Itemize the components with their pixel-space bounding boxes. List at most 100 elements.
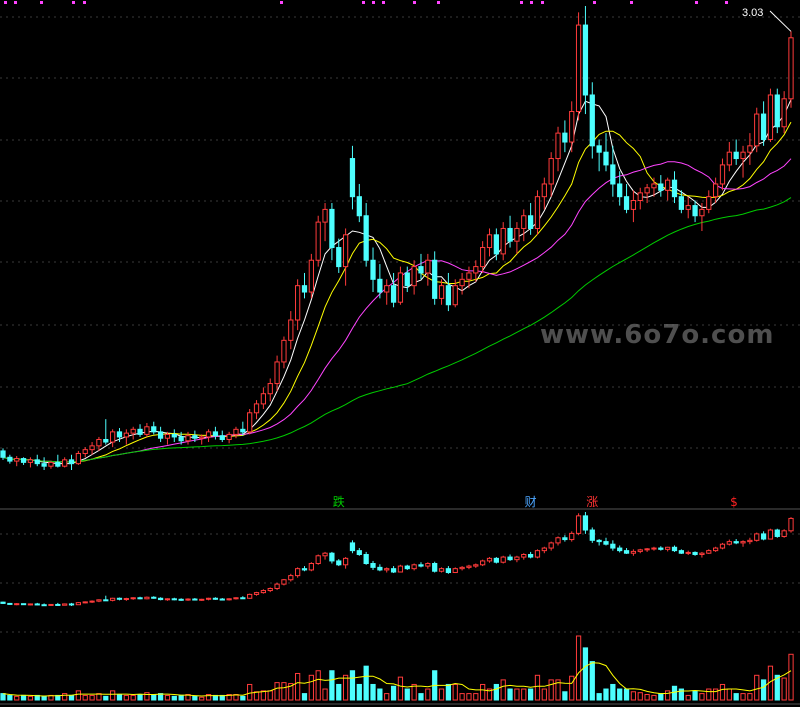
volume-bar	[20, 694, 27, 701]
volume-bar	[459, 693, 465, 701]
volume-bar	[713, 688, 719, 701]
volume-bar	[144, 692, 150, 701]
indicator-candle	[20, 603, 27, 606]
indicator-candle	[473, 564, 479, 567]
ma5-line	[2, 99, 792, 465]
candle	[247, 412, 253, 433]
candle	[55, 461, 61, 467]
indicator-candle	[658, 547, 664, 550]
volume-bar	[658, 693, 664, 701]
indicator-candle	[699, 552, 705, 555]
indicator-candle	[418, 564, 424, 567]
candle	[226, 433, 232, 440]
candle	[500, 227, 506, 255]
indicator-candle	[459, 566, 465, 570]
candle	[27, 459, 34, 463]
indicator-candle	[233, 597, 239, 600]
volume-bar	[199, 696, 205, 701]
indicator-candle	[651, 547, 657, 550]
indicator-candle	[185, 598, 191, 601]
signal-markers: 跌 财 涨 $	[333, 494, 738, 509]
candle	[582, 24, 589, 96]
candle	[733, 151, 739, 160]
indicator-candle	[555, 537, 561, 544]
indicator-candle	[295, 568, 301, 577]
candle	[151, 426, 157, 433]
top-dot	[362, 1, 365, 4]
candle	[315, 221, 321, 261]
volume-bar	[445, 683, 452, 701]
candle	[267, 383, 273, 395]
candle	[212, 431, 219, 437]
candle	[411, 266, 417, 287]
volume-bar	[617, 688, 623, 701]
indicator-candle	[27, 603, 34, 606]
volume-bar	[740, 693, 746, 701]
candle	[685, 205, 691, 210]
volume-bar	[480, 683, 486, 701]
volume-bar	[41, 695, 47, 701]
indicator-candle	[617, 547, 623, 552]
volume-bar	[596, 693, 602, 701]
candle	[699, 208, 705, 217]
indicator-candle	[329, 552, 335, 562]
candle	[726, 151, 732, 166]
volume-bar	[733, 693, 739, 701]
candle	[356, 196, 362, 217]
indicator-candle	[623, 550, 630, 554]
ma20-line	[2, 158, 792, 463]
indicator-candle	[596, 539, 602, 543]
candle	[137, 428, 143, 435]
indicator-candle	[575, 515, 582, 534]
candle	[747, 145, 753, 153]
volume-bar	[466, 693, 472, 701]
volume-bar	[205, 694, 212, 701]
candle	[240, 428, 246, 433]
top-dot	[593, 1, 596, 4]
candle	[192, 435, 198, 439]
candle	[322, 208, 328, 223]
candle	[507, 227, 513, 242]
indicator-candle	[48, 603, 54, 606]
candle	[390, 285, 397, 303]
candle	[342, 234, 349, 268]
volume-bar	[96, 693, 102, 701]
indicator-candle	[110, 597, 116, 601]
candle	[466, 272, 472, 280]
volume-bar	[411, 683, 417, 701]
volume-ma-line	[2, 662, 792, 697]
candle	[0, 450, 6, 458]
volume-bar	[253, 691, 260, 701]
indicator-candle	[521, 553, 527, 558]
indicator-candle	[733, 541, 739, 544]
indicator-candle	[747, 539, 753, 543]
candle	[644, 187, 650, 194]
indicator-candle	[247, 593, 253, 599]
volume-bar	[171, 695, 177, 701]
watermark: www.6o7o.com	[540, 320, 774, 350]
candle	[514, 227, 520, 242]
volume-bar	[541, 688, 547, 701]
indicator-candle	[103, 599, 109, 602]
candle	[384, 285, 390, 293]
signal-marker: $	[730, 495, 738, 509]
volume-bar	[247, 683, 253, 701]
candle	[329, 208, 335, 249]
volume-bar	[486, 688, 493, 701]
volume-bar	[610, 683, 616, 701]
indicator-candle	[493, 557, 499, 563]
candle	[603, 151, 609, 166]
candle	[274, 361, 280, 385]
volume-bar	[555, 679, 561, 701]
indicator-candle	[260, 590, 267, 594]
volume-bar	[452, 683, 458, 701]
signal-marker: 财	[525, 495, 537, 509]
volume-bar	[62, 693, 68, 701]
indicator-candle	[706, 550, 712, 554]
volume-bar	[308, 674, 314, 701]
indicator-candle	[226, 598, 232, 601]
candle	[20, 458, 27, 463]
volume-bar	[349, 670, 356, 701]
candle	[363, 215, 369, 261]
candle	[370, 259, 376, 280]
